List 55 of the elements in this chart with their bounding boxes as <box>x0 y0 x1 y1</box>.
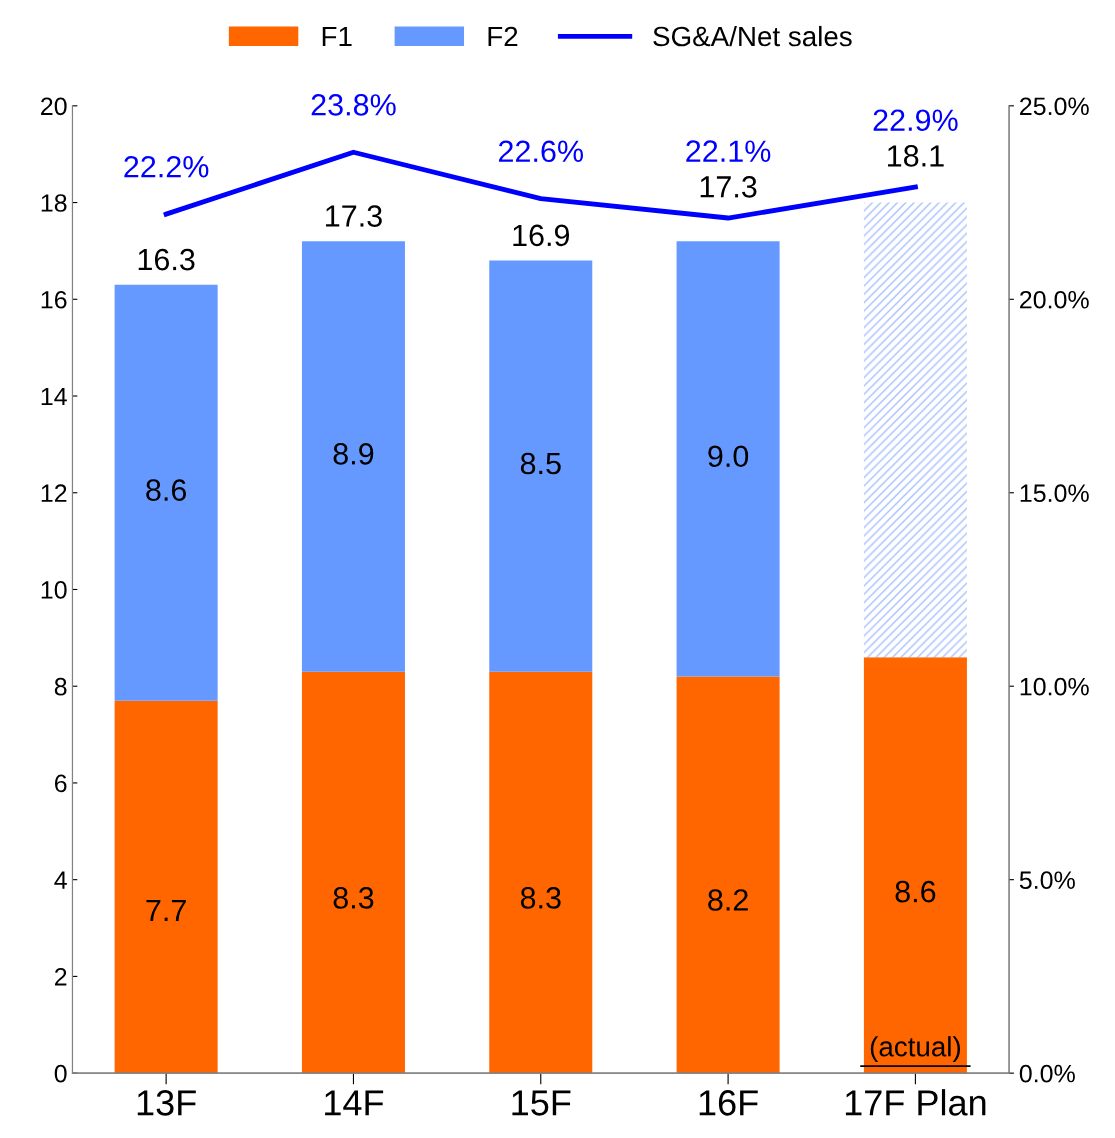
y-tick-label: 10 <box>41 581 67 599</box>
bar <box>489 671 593 1074</box>
bar <box>114 700 218 1074</box>
y2-tick-label: 20.0% <box>1020 290 1089 309</box>
x-tick-label: 15F <box>512 1090 571 1116</box>
x-tick-label: 16F <box>699 1090 758 1116</box>
y-tick-label: 6 <box>54 774 67 793</box>
y2-tick-label: 15.0% <box>1020 484 1089 503</box>
data-label: 8.3 <box>333 887 374 909</box>
x-tick-label: 17F Plan <box>845 1089 986 1116</box>
legend-label: F2 <box>488 26 518 47</box>
total-label: 16.9 <box>513 224 570 247</box>
total-label: 18.1 <box>888 145 944 167</box>
total-label: 16.3 <box>138 248 195 271</box>
data-label: 8.9 <box>333 443 374 465</box>
data-label: 22.2% <box>124 155 209 178</box>
data-label: 8.6 <box>895 880 936 903</box>
y-tick-label: 2 <box>54 968 67 986</box>
y-tick-label: 12 <box>41 484 67 502</box>
legend-label: F1 <box>322 26 352 47</box>
y2-tick-label: 5.0% <box>1019 871 1075 889</box>
y-tick-label: 20 <box>41 97 67 116</box>
bar <box>489 260 593 672</box>
y2-tick-label: 10.0% <box>1020 677 1089 696</box>
x-tick-label: 14F <box>325 1090 384 1116</box>
bar <box>676 241 780 677</box>
data-label: 23.8% <box>311 94 396 116</box>
y-tick-label: 16 <box>41 290 67 309</box>
data-label: 22.9% <box>873 109 958 132</box>
bar <box>676 676 780 1074</box>
bar <box>114 284 218 701</box>
y2-tick-label: 0.0% <box>1019 1064 1075 1083</box>
data-label: 8.3 <box>520 887 561 909</box>
data-label: 7.7 <box>146 899 186 921</box>
data-label: 8.5 <box>520 452 561 475</box>
data-label: 8.6 <box>146 479 187 501</box>
data-label: 22.6% <box>499 140 584 163</box>
bar <box>301 241 405 672</box>
total-label: 17.3 <box>700 176 757 198</box>
bar <box>301 671 405 1074</box>
x-tick-label: 13F <box>137 1090 196 1116</box>
data-label: 8.2 <box>708 889 748 911</box>
y2-tick-label: 25.0% <box>1020 97 1089 116</box>
y-tick-label: 14 <box>41 387 67 406</box>
data-label: 9.0 <box>708 445 749 468</box>
annotation: (actual) <box>870 1036 961 1063</box>
y-tick-label: 8 <box>54 677 67 696</box>
data-label: 22.1% <box>686 140 771 162</box>
total-label: 17.3 <box>326 205 382 227</box>
y-tick-label: 4 <box>54 871 67 889</box>
y-tick-label: 18 <box>41 194 67 212</box>
legend-label: SG&A/Net sales <box>653 25 852 47</box>
bar <box>863 657 967 1074</box>
y-tick-label: 0 <box>54 1064 67 1083</box>
bar <box>863 202 967 658</box>
